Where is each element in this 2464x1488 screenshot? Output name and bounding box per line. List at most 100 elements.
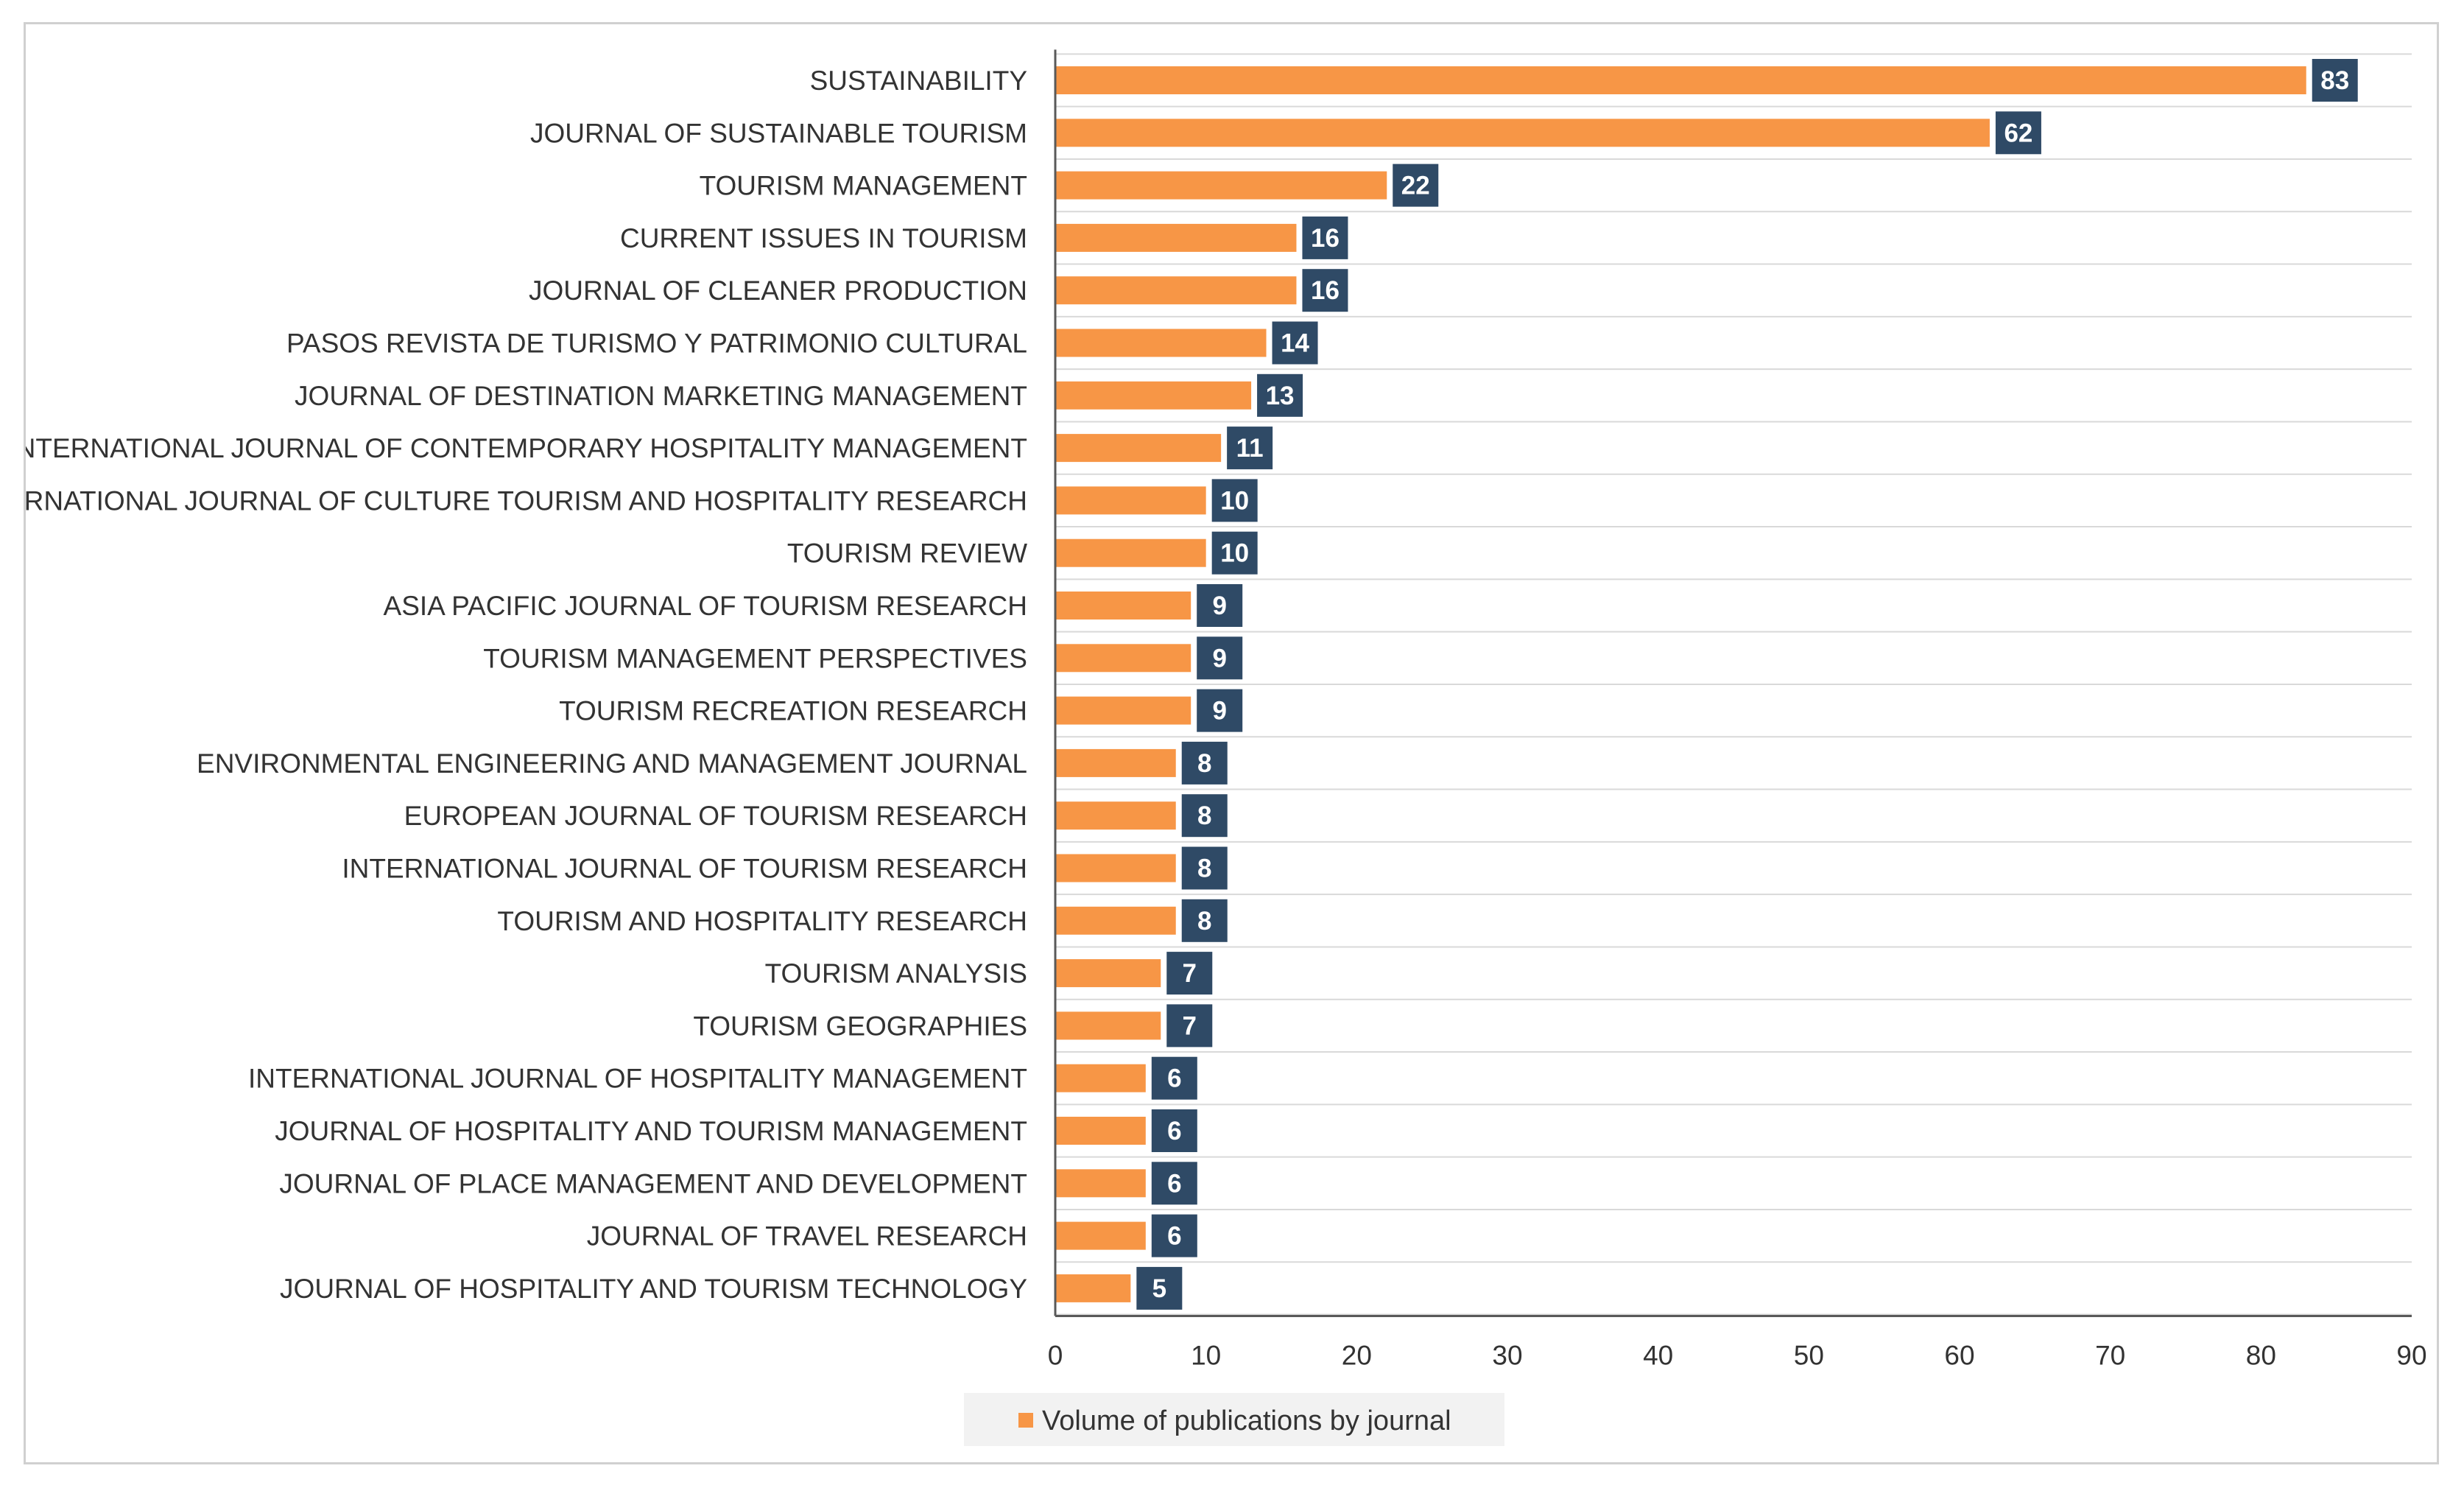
category-label: ASIA PACIFIC JOURNAL OF TOURISM RESEARCH (384, 591, 1027, 621)
category-label: JOURNAL OF SUSTAINABLE TOURISM (530, 118, 1027, 148)
bar (1055, 223, 1297, 252)
x-tick-label: 60 (1944, 1341, 1974, 1371)
value-label: 14 (1281, 329, 1309, 358)
bars (1055, 66, 2306, 1302)
legend-swatch (1018, 1413, 1033, 1428)
legend-background (964, 1393, 1504, 1446)
value-label-box (1197, 584, 1243, 627)
category-label: TOURISM MANAGEMENT (700, 171, 1027, 201)
x-tick-label: 10 (1191, 1341, 1221, 1371)
bar (1055, 538, 1206, 567)
bar (1055, 119, 1990, 147)
bar (1055, 486, 1206, 515)
value-label-box (1181, 794, 1228, 838)
value-label: 9 (1212, 697, 1226, 726)
value-label-box (1151, 1109, 1197, 1152)
bar (1055, 66, 2306, 94)
bar (1055, 644, 1191, 673)
value-label: 16 (1311, 276, 1340, 305)
value-label-box (1151, 1162, 1197, 1205)
value-label: 7 (1183, 1011, 1197, 1040)
category-label: INTERNATIONAL JOURNAL OF TOURISM RESEARC… (342, 854, 1027, 884)
category-label: JOURNAL OF TRAVEL RESEARCH (587, 1221, 1027, 1252)
x-tick-label: 80 (2246, 1341, 2276, 1371)
value-label: 13 (1266, 382, 1295, 410)
x-tick-label: 40 (1643, 1341, 1673, 1371)
x-tick-label: 70 (2095, 1341, 2125, 1371)
value-label: 8 (1197, 801, 1211, 830)
value-label-box (1197, 636, 1243, 680)
horizontal-bar-chart: SUSTAINABILITY JOURNAL OF SUSTAINABLE TOU… (26, 49, 2427, 1446)
value-label: 83 (2320, 66, 2349, 95)
bar (1055, 1274, 1131, 1302)
value-label: 7 (1183, 959, 1197, 988)
category-label: TOURISM MANAGEMENT PERSPECTIVES (483, 643, 1027, 673)
bar (1055, 906, 1176, 935)
category-label: INTERNATIONAL JOURNAL OF CONTEMPORARY HO… (26, 433, 1027, 463)
bar (1055, 1221, 1146, 1250)
value-label-box (2312, 59, 2358, 102)
value-label-box (1166, 952, 1213, 995)
bar (1055, 592, 1191, 620)
bar (1055, 329, 1267, 357)
x-tick-label: 50 (1794, 1341, 1824, 1371)
value-label: 9 (1212, 644, 1226, 673)
category-label: TOURISM REVIEW (787, 538, 1027, 569)
value-label-box (1151, 1056, 1197, 1100)
x-tick-label: 90 (2396, 1341, 2426, 1371)
bar (1055, 171, 1387, 200)
bar (1055, 434, 1222, 463)
value-label: 5 (1152, 1274, 1166, 1303)
gridlines (1055, 53, 2412, 1316)
value-label-box (1181, 741, 1228, 785)
bar (1055, 748, 1176, 777)
bar (1055, 959, 1161, 988)
value-label-box (1211, 531, 1258, 575)
category-label: SUSTAINABILITY (810, 66, 1027, 96)
value-label: 6 (1167, 1064, 1181, 1093)
value-label: 16 (1311, 224, 1340, 253)
value-label-box (1197, 689, 1243, 732)
category-label: INTERNATIONAL JOURNAL OF CULTURE TOURISM… (26, 485, 1027, 516)
value-label: 62 (2004, 119, 2032, 147)
category-label: TOURISM GEOGRAPHIES (693, 1011, 1027, 1041)
value-label-box (1166, 1004, 1213, 1047)
bar (1055, 1064, 1146, 1092)
value-label: 6 (1167, 1222, 1181, 1251)
value-label: 8 (1197, 854, 1211, 883)
value-label-box (1181, 899, 1228, 942)
legend-entry: Volume of publications by journal (1042, 1405, 1451, 1436)
x-tick-label: 20 (1342, 1341, 1372, 1371)
x-tick-label: 0 (1048, 1341, 1063, 1371)
value-label-box (1995, 111, 2041, 155)
category-label: TOURISM AND HOSPITALITY RESEARCH (497, 906, 1027, 936)
category-label: TOURISM ANALYSIS (765, 958, 1027, 989)
category-label: PASOS REVISTA DE TURISMO Y PATRIMONIO CU… (286, 329, 1027, 359)
legend: Volume of publications by journal (964, 1393, 1504, 1446)
bar (1055, 801, 1176, 830)
category-label: JOURNAL OF PLACE MANAGEMENT AND DEVELOPM… (279, 1168, 1027, 1199)
value-label-box (1393, 164, 1439, 207)
category-label: CURRENT ISSUES IN TOURISM (620, 223, 1027, 253)
x-tick-label: 30 (1492, 1341, 1522, 1371)
value-label: 8 (1197, 907, 1211, 936)
category-label: JOURNAL OF HOSPITALITY AND TOURISM MANAG… (275, 1116, 1027, 1146)
value-label-box (1302, 269, 1348, 312)
category-label: JOURNAL OF CLEANER PRODUCTION (529, 276, 1027, 306)
value-label: 10 (1220, 486, 1249, 515)
category-label: EUROPEAN JOURNAL OF TOURISM RESEARCH (404, 801, 1027, 831)
bar (1055, 381, 1252, 410)
value-label: 9 (1212, 592, 1226, 620)
category-label: TOURISM RECREATION RESEARCH (559, 696, 1027, 726)
value-label: 6 (1167, 1117, 1181, 1145)
bar (1055, 1169, 1146, 1198)
category-label: INTERNATIONAL JOURNAL OF HOSPITALITY MAN… (248, 1064, 1027, 1094)
chart-frame: SUSTAINABILITY JOURNAL OF SUSTAINABLE TOU… (24, 22, 2439, 1464)
x-axis: 0 10 20 30 40 50 60 70 80 90 (1048, 49, 2427, 1371)
bar (1055, 1117, 1146, 1145)
bar (1055, 1011, 1161, 1040)
category-label: ENVIRONMENTAL ENGINEERING AND MANAGEMENT… (197, 748, 1027, 779)
value-label: 11 (1236, 434, 1264, 463)
bar (1055, 276, 1297, 305)
